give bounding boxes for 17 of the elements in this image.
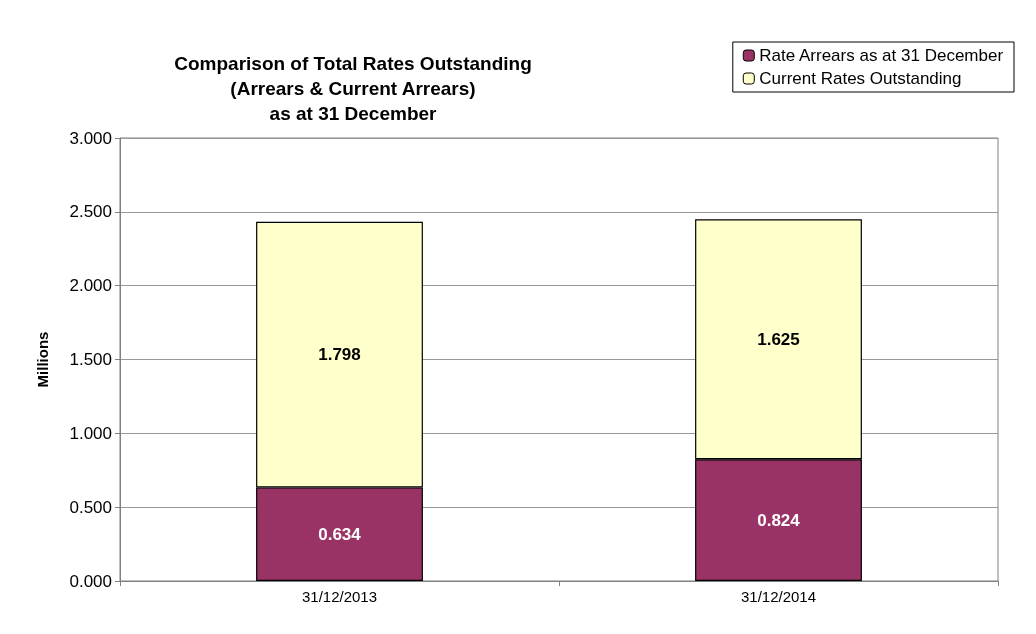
chart-title: Comparison of Total Rates Outstanding (Arrears & Current Arrears) as at 31 December xyxy=(174,53,532,124)
data-label: 1.798 xyxy=(318,345,361,365)
legend-label: Rate Arrears as at 31 December xyxy=(759,46,1004,65)
x-tick-label: 31/12/2013 xyxy=(301,588,378,605)
data-label: 0.634 xyxy=(318,524,362,544)
y-tick-label: 2.000 xyxy=(69,276,112,296)
y-tick-label: 1.500 xyxy=(69,350,112,369)
y-tick-label: 3.000 xyxy=(69,128,112,148)
y-tick-label: 2.500 xyxy=(69,202,112,222)
y-tick-label: 0.500 xyxy=(69,497,112,517)
y-axis-title: Millions xyxy=(34,331,51,388)
y-tick-label: 1.000 xyxy=(69,423,112,443)
legend-label: Current Rates Outstanding xyxy=(759,69,962,88)
data-label: 0.824 xyxy=(757,510,801,530)
data-label: 1.625 xyxy=(757,329,800,349)
x-tick-label: 31/12/2014 xyxy=(740,588,817,605)
y-tick-label: 0.000 xyxy=(69,571,112,591)
